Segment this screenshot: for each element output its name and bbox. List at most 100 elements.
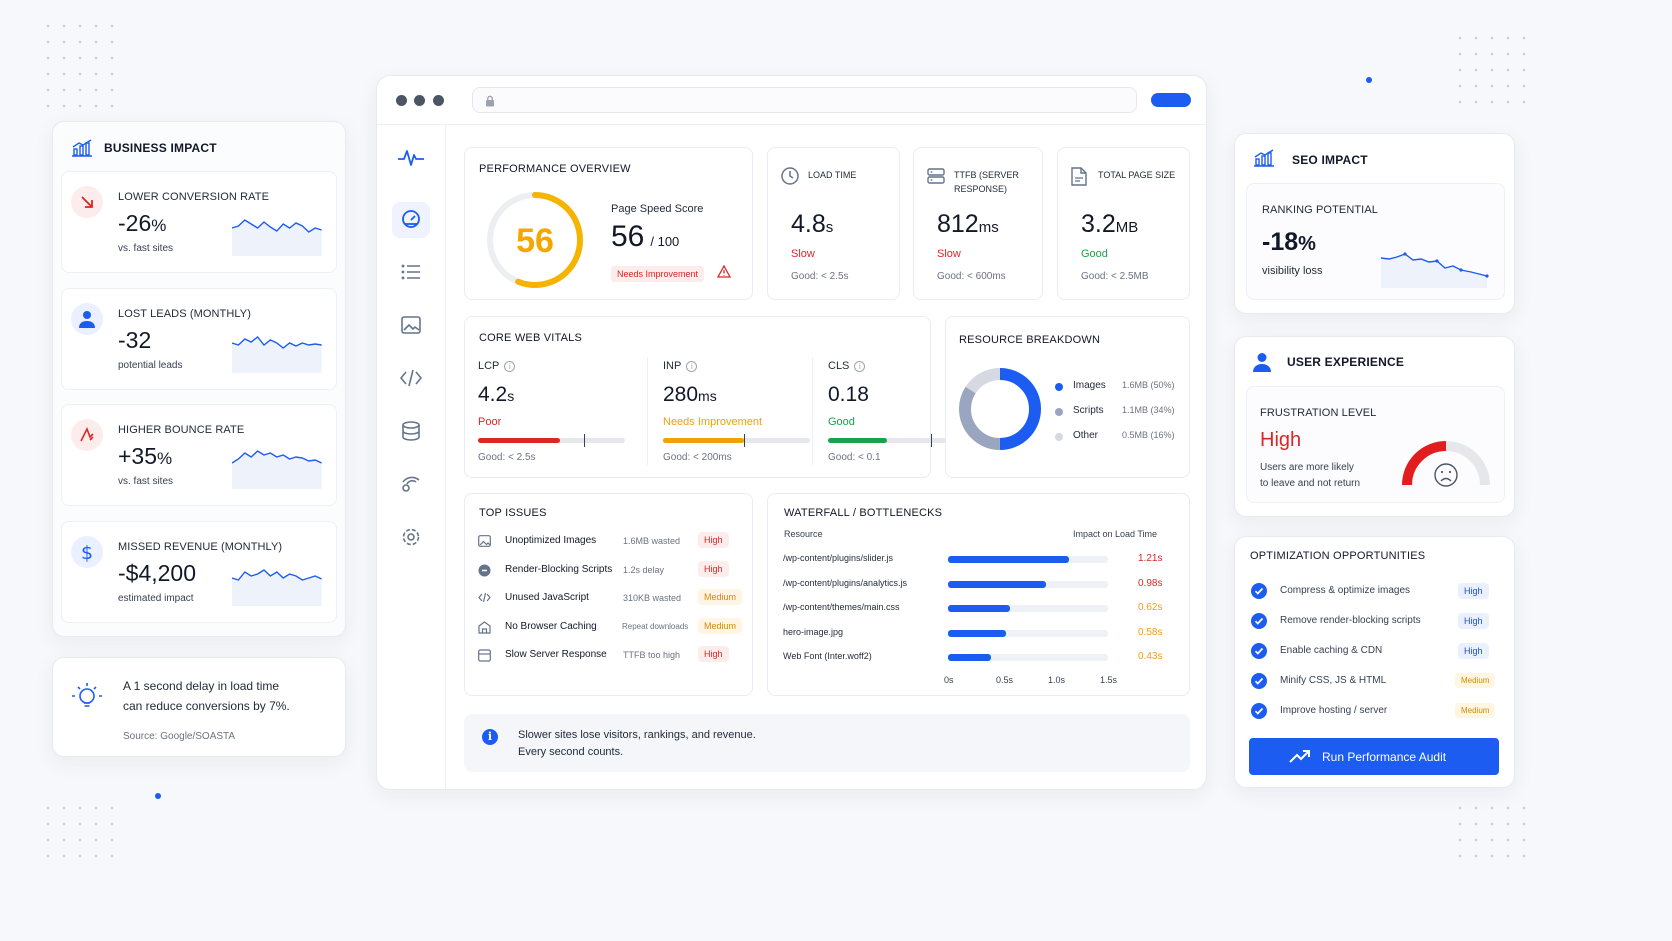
business-metric-sub: estimated impact	[118, 592, 194, 604]
sparkline	[232, 329, 324, 373]
business-metric-value: +35%	[118, 443, 172, 470]
user-experience-title: USER EXPERIENCE	[1287, 355, 1405, 369]
info-circle-icon[interactable]: i	[854, 360, 866, 372]
lock-icon	[485, 95, 495, 107]
cwv-status: Needs Improvement	[663, 416, 763, 428]
cwv-value-number: 4.2	[478, 383, 508, 406]
issue-severity-badge: High	[698, 532, 729, 548]
cwv-label-text: INP	[663, 360, 682, 372]
network-icon[interactable]	[400, 474, 422, 494]
opportunity-priority-badge: High	[1458, 613, 1489, 629]
image-icon[interactable]	[401, 316, 421, 334]
frustration-label: FRUSTRATION LEVEL	[1260, 407, 1377, 419]
settings-gear-icon[interactable]	[401, 527, 421, 547]
cwv-label: CLS i	[828, 360, 866, 372]
stat-status: Slow	[791, 248, 815, 260]
address-bar[interactable]	[472, 87, 1137, 113]
waterfall-bar	[948, 605, 1010, 612]
code-icon[interactable]	[400, 369, 422, 387]
cwv-threshold: Good: < 2.5s	[478, 452, 536, 463]
run-audit-button[interactable]: Run Performance Audit	[1249, 738, 1499, 775]
cwv-label-text: CLS	[828, 360, 850, 372]
score-badge: Needs Improvement	[611, 266, 705, 282]
dollar-icon: $	[71, 535, 103, 568]
database-icon[interactable]	[402, 421, 420, 441]
info-circle-icon[interactable]: i	[686, 360, 698, 372]
legend-value: 1.6MB (50%)	[1122, 380, 1175, 390]
opportunity-name: Minify CSS, JS & HTML	[1280, 675, 1387, 686]
business-metric-card: LOST LEADS (MONTHLY) -32 potential leads	[61, 287, 337, 390]
top-issues-title: TOP ISSUES	[479, 507, 547, 519]
check-circle-icon[interactable]	[1251, 613, 1267, 629]
pulse-icon[interactable]	[397, 146, 425, 170]
issue-detail: 1.2s delay	[623, 564, 665, 575]
insight-line-2: can reduce conversions by 7%.	[123, 699, 290, 713]
opportunity-priority-badge: Medium	[1455, 673, 1496, 688]
waterfall-value: 0.62s	[1138, 602, 1163, 613]
waterfall-panel: WATERFALL / BOTTLENECKS Resource Impact …	[767, 493, 1190, 696]
seo-impact-title: SEO IMPACT	[1292, 153, 1368, 167]
check-circle-icon[interactable]	[1251, 703, 1267, 719]
issue-detail: TTFB too high	[623, 650, 681, 661]
opportunity-name: Compress & optimize images	[1280, 585, 1411, 596]
stat-panel: TOTAL PAGE SIZE 3.2MB Good Good: < 2.5MB	[1057, 147, 1190, 300]
file-icon	[1071, 167, 1087, 186]
opportunity-name: Remove render-blocking scripts	[1280, 615, 1421, 626]
list-icon[interactable]	[401, 263, 421, 281]
business-metric-value: -32	[118, 327, 151, 354]
issue-severity-badge: High	[698, 646, 729, 663]
donut-slice	[959, 368, 1041, 450]
waterfall-value: 0.58s	[1138, 626, 1163, 638]
issue-name[interactable]: Unused JavaScript	[505, 592, 589, 604]
waterfall-track	[948, 629, 1108, 637]
business-metric-unit: %	[151, 216, 167, 235]
sparkline	[232, 212, 324, 256]
performance-overview-title: PERFORMANCE OVERVIEW	[479, 163, 631, 175]
window-dot	[414, 95, 425, 106]
check-circle-icon[interactable]	[1251, 673, 1267, 689]
legend-name: Images	[1073, 380, 1106, 391]
sparkline	[232, 445, 324, 489]
accent-dot	[155, 793, 161, 799]
info-banner: i Slower sites lose visitors, rankings, …	[464, 714, 1190, 772]
cwv-progress-fill	[478, 438, 561, 443]
legend-dot	[1055, 433, 1063, 441]
waterfall-resource: /wp-content/themes/main.css	[783, 602, 900, 612]
performance-overview-panel: PERFORMANCE OVERVIEW 56 Page Speed Score…	[464, 147, 753, 300]
lightbulb-icon	[69, 680, 105, 716]
cwv-threshold: Good: < 0.1	[828, 452, 881, 463]
stat-value-number: 812	[937, 210, 979, 238]
cwv-title: CORE WEB VITALS	[479, 332, 583, 344]
issue-name[interactable]: Render-Blocking Scripts	[505, 563, 613, 575]
waterfall-axis-tick: 0.5s	[996, 675, 1014, 685]
waterfall-bar	[948, 654, 991, 661]
seo-value-unit: %	[1298, 233, 1316, 255]
browser-action-button[interactable]	[1151, 93, 1191, 107]
legend-dot	[1055, 383, 1063, 391]
issue-name[interactable]: Slow Server Response	[505, 649, 607, 661]
stat-threshold: Good: < 2.5MB	[1081, 271, 1149, 282]
issue-name[interactable]: Unoptimized Images	[505, 535, 597, 546]
business-metric-number: -32	[118, 326, 152, 353]
waterfall-resource: /wp-content/plugins/slider.js	[783, 553, 894, 563]
speedometer-icon[interactable]	[392, 202, 430, 238]
check-circle-icon[interactable]	[1251, 643, 1267, 659]
issue-severity-badge: High	[698, 560, 729, 577]
info-circle-icon[interactable]: i	[504, 360, 516, 372]
cwv-value: 0.18	[828, 383, 869, 407]
trend-up-icon	[1289, 749, 1311, 764]
check-circle-icon[interactable]	[1251, 583, 1267, 599]
cwv-threshold-marker	[743, 434, 746, 447]
seo-sub: visibility loss	[1262, 265, 1323, 277]
issue-name[interactable]: No Browser Caching	[505, 620, 597, 632]
business-impact-title: BUSINESS IMPACT	[104, 141, 217, 155]
cwv-value: 280ms	[663, 383, 717, 407]
opportunity-priority-badge: High	[1458, 643, 1489, 659]
cwv-divider	[647, 357, 648, 465]
score-value: 56	[516, 222, 554, 260]
stat-panel: TTFB (SERVER RESPONSE) 812ms Slow Good: < 6…	[913, 147, 1043, 300]
stat-value-unit: s	[825, 219, 834, 236]
opportunity-priority-badge: Medium	[1455, 703, 1496, 718]
cwv-progress-fill	[828, 438, 887, 443]
svg-text:$: $	[81, 542, 93, 562]
